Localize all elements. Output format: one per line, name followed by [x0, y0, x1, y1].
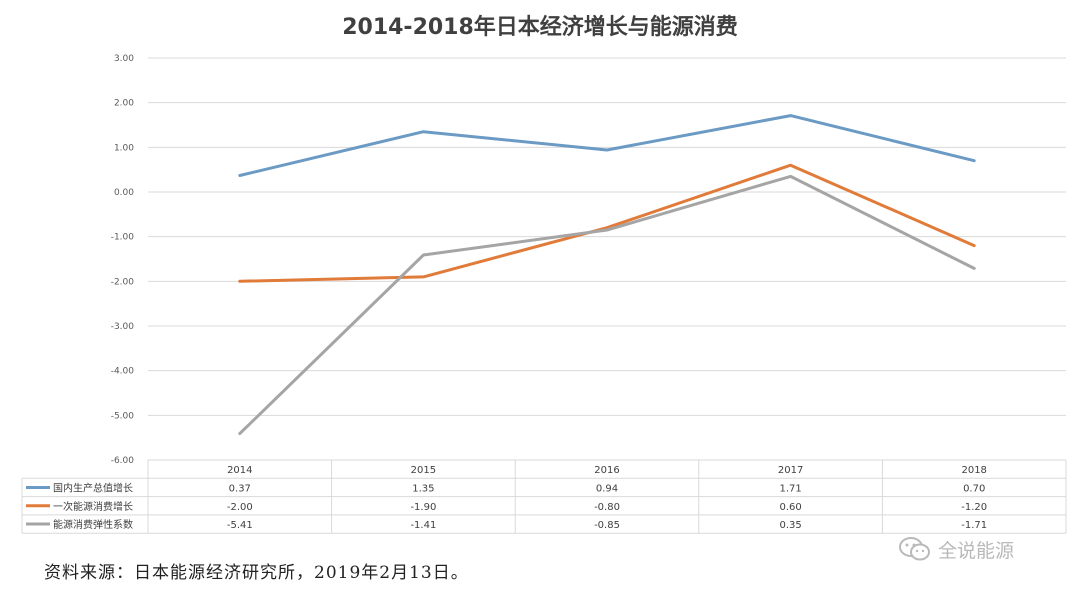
x-tick-label: 2017: [778, 465, 803, 476]
wechat-icon: [899, 537, 930, 561]
data-label: 0.94: [596, 483, 618, 494]
legend-label: 一次能源消费增长: [53, 500, 133, 513]
x-tick-label: 2018: [961, 465, 986, 476]
watermark: 全说能源: [898, 535, 1014, 563]
data-label: 1.71: [779, 483, 801, 494]
data-table: 2014 2015 2016 2017 2018 国内生产总值增长 0.37 1.35 0.94…: [21, 459, 1067, 534]
source-note: 资料来源：日本能源经济研究所，2019年2月13日。: [44, 563, 469, 583]
series-lines: [238, 114, 976, 436]
x-tick-label: 2015: [411, 465, 436, 476]
x-tick-label: 2014: [227, 465, 252, 476]
chart-gridlines: [148, 57, 1066, 461]
x-tick-label: 2016: [594, 465, 619, 476]
data-label: 1.35: [412, 483, 434, 494]
y-axis-ticks: 3.00 2.00 1.00 0.00 -1.00 -2.00 -3.00 -4.00 -5.0…: [111, 54, 135, 466]
legend-label: 能源消费弹性系数: [53, 518, 133, 531]
data-label: -1.71: [961, 520, 987, 531]
y-tick-label: 1.00: [114, 143, 134, 153]
data-label: -1.41: [410, 520, 436, 531]
y-tick-label: -3.00: [111, 322, 135, 332]
data-label: -0.85: [594, 520, 620, 531]
y-tick-label: -2.00: [111, 277, 135, 287]
data-label: 0.35: [779, 520, 801, 531]
series-line: [238, 163, 976, 283]
y-tick-label: 2.00: [114, 99, 134, 109]
chart-title: 2014-2018年日本经济增长与能源消费: [342, 14, 738, 40]
y-tick-label: -4.00: [111, 367, 135, 377]
data-label: -0.80: [594, 502, 620, 513]
data-label: -2.00: [227, 502, 253, 513]
data-label: -1.20: [961, 502, 987, 513]
data-label: 0.60: [779, 502, 801, 513]
series-line: [238, 174, 976, 436]
y-tick-label: -5.00: [111, 411, 135, 421]
legend-label: 国内生产总值增长: [53, 481, 133, 494]
data-label: -1.90: [410, 502, 436, 513]
data-label: 0.37: [229, 483, 251, 494]
data-label: -5.41: [227, 520, 253, 531]
y-tick-label: -1.00: [111, 233, 135, 243]
watermark-text: 全说能源: [938, 539, 1015, 562]
series-line: [238, 114, 976, 177]
y-tick-label: 0.00: [114, 188, 134, 198]
y-tick-label: 3.00: [114, 54, 134, 64]
y-tick-label: -6.00: [111, 456, 135, 466]
data-label: 0.70: [963, 483, 985, 494]
